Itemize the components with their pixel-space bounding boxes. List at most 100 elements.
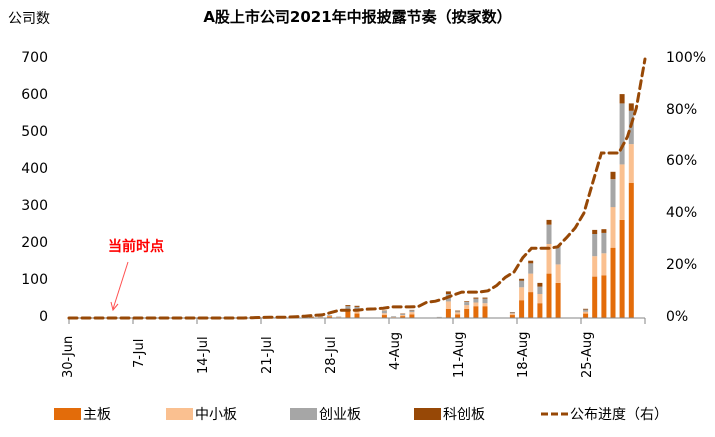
left-tick: 300 (21, 198, 48, 214)
bar-segment (473, 298, 479, 303)
right-tick: 20% (666, 257, 698, 273)
bar-segment (610, 179, 616, 208)
dashed-line-icon (541, 412, 569, 416)
bar-segment (327, 315, 333, 316)
bar-segment (537, 303, 543, 318)
bar-segment (592, 276, 598, 318)
bar-segment (528, 263, 534, 274)
bar-segment (537, 282, 543, 287)
bar-segment (473, 302, 479, 307)
right-tick: 80% (666, 102, 698, 118)
left-tick: 600 (21, 87, 48, 103)
x-tick: 30-Jun (61, 335, 76, 378)
left-axis-label: 公司数 (8, 11, 50, 27)
x-tick: 25-Aug (580, 331, 595, 378)
bar-segment (610, 207, 616, 248)
left-tick: 700 (21, 50, 48, 66)
bar-segment (628, 144, 634, 183)
bar-segment (354, 313, 360, 318)
bar-segment (555, 246, 561, 265)
bar-segment (528, 292, 534, 318)
bar-segment (327, 315, 333, 317)
bar-segment (601, 253, 607, 276)
legend-label: 主板 (83, 407, 111, 423)
bar-segment (519, 280, 525, 288)
bar-segment (601, 232, 607, 254)
bar-segment (455, 312, 461, 315)
bar-segment (546, 219, 552, 225)
bar-segment (628, 103, 634, 111)
bar-segment (464, 302, 470, 306)
x-tick: 21-Jul (260, 336, 275, 374)
x-tick: 4-Aug (388, 331, 403, 370)
chinext-swatch-icon (290, 408, 317, 420)
annotation-arrowhead-icon (110, 301, 119, 312)
bar-segment (537, 286, 543, 294)
bar-segment (473, 306, 479, 318)
bar-segment (445, 291, 451, 294)
bar-segment (528, 273, 534, 293)
bar-segment (519, 300, 525, 318)
left-tick: 400 (21, 161, 48, 177)
bar-segment (409, 314, 415, 318)
annotation-arrow (112, 261, 129, 310)
bar-segment (601, 275, 607, 318)
bar-segment (464, 305, 470, 309)
bar-segment (610, 247, 616, 318)
bar-segment (391, 316, 397, 317)
bar-segment (619, 164, 625, 220)
legend: 主板 中小板 创业板 科创板 公布进度（右） (0, 404, 715, 426)
right-tick: 40% (666, 205, 698, 221)
bar-segment (509, 312, 515, 314)
bar-segment (409, 312, 415, 315)
x-tick: 7-Jul (132, 338, 147, 368)
stacked-bars (226, 94, 634, 319)
left-tick: 100 (21, 272, 48, 288)
bar-segment (482, 306, 488, 318)
star-swatch-icon (414, 408, 441, 420)
bar-segment (400, 316, 406, 318)
bar-segment (482, 303, 488, 307)
x-tick: 18-Aug (516, 331, 531, 378)
bar-segment (546, 273, 552, 318)
bar-segment (345, 305, 351, 307)
bar-segment (455, 314, 461, 318)
legend-label: 公布进度（右） (570, 407, 668, 423)
legend-label: 中小板 (195, 407, 237, 423)
bar-segment (555, 282, 561, 318)
right-tick: 60% (666, 153, 698, 169)
bar-segment (592, 234, 598, 257)
bar-segment (619, 103, 625, 165)
legend-label: 创业板 (319, 407, 361, 423)
bar-segment (381, 311, 387, 314)
legend-item-main: 主板 (54, 404, 111, 424)
legend-item-progress: 公布进度（右） (540, 404, 668, 424)
bar-segment (619, 219, 625, 318)
bar-segment (445, 301, 451, 309)
sme-swatch-icon (166, 408, 193, 420)
x-tick: 11-Aug (452, 331, 467, 378)
x-tick: 14-Jul (196, 336, 211, 374)
bar-segment (528, 260, 534, 264)
legend-item-chinext: 创业板 (290, 404, 361, 424)
bar-segment (354, 305, 360, 307)
bar-segment (473, 297, 479, 299)
bar-segment (546, 244, 552, 274)
x-axis-tick-marks (68, 318, 646, 324)
bar-segment (537, 293, 543, 304)
bar-segment (583, 313, 589, 318)
bar-segment (327, 316, 333, 318)
bar-segment (592, 256, 598, 277)
bar-segment (345, 311, 351, 318)
bar-segment (509, 313, 515, 316)
bar-segment (455, 311, 461, 313)
bar-segment (555, 264, 561, 283)
bar-segment (455, 310, 461, 312)
bar-segment (464, 308, 470, 319)
bar-segment (381, 315, 387, 318)
bar-segment (628, 182, 634, 318)
bar-segment (619, 94, 625, 104)
bar-segment (409, 310, 415, 313)
bar-segment (592, 229, 598, 234)
